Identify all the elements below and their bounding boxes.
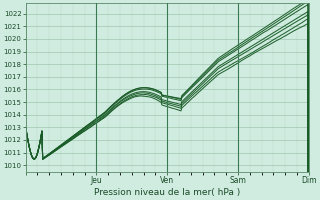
X-axis label: Pression niveau de la mer( hPa ): Pression niveau de la mer( hPa ) [94,188,240,197]
